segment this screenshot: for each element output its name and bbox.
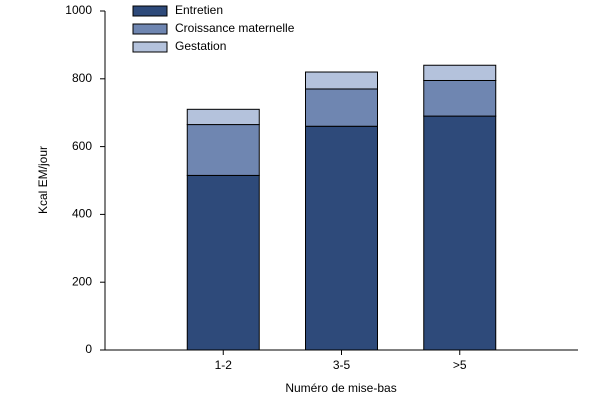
bar-segment bbox=[305, 125, 378, 351]
y-tick-label: 400 bbox=[72, 207, 92, 221]
y-tick-label: 0 bbox=[85, 342, 92, 356]
bar-segment bbox=[186, 108, 260, 126]
y-tick-label: 1000 bbox=[65, 3, 92, 17]
legend-swatch bbox=[132, 41, 168, 53]
legend-label: Entretien bbox=[175, 3, 223, 17]
y-tick-label: 200 bbox=[72, 274, 92, 288]
legend-swatch bbox=[132, 5, 168, 17]
legend-label: Croissance maternelle bbox=[175, 21, 295, 35]
bar-segment bbox=[423, 64, 497, 81]
bar-segment bbox=[423, 79, 497, 117]
legend-swatch bbox=[132, 23, 168, 35]
bar-segment bbox=[305, 88, 378, 127]
bar-segment bbox=[186, 124, 260, 176]
bar-segment bbox=[186, 174, 260, 351]
y-axis-label: Kcal EM/jour bbox=[36, 146, 50, 214]
x-tick-label: 3-5 bbox=[333, 358, 351, 372]
x-axis-label: Numéro de mise-bas bbox=[285, 381, 396, 395]
bar-segment bbox=[423, 115, 497, 351]
legend-label: Gestation bbox=[175, 39, 226, 53]
y-tick-label: 800 bbox=[72, 71, 92, 85]
y-tick-label: 600 bbox=[72, 139, 92, 153]
x-tick-label: 1-2 bbox=[215, 358, 233, 372]
bar-segment bbox=[305, 71, 378, 90]
x-tick-label: >5 bbox=[453, 358, 467, 372]
